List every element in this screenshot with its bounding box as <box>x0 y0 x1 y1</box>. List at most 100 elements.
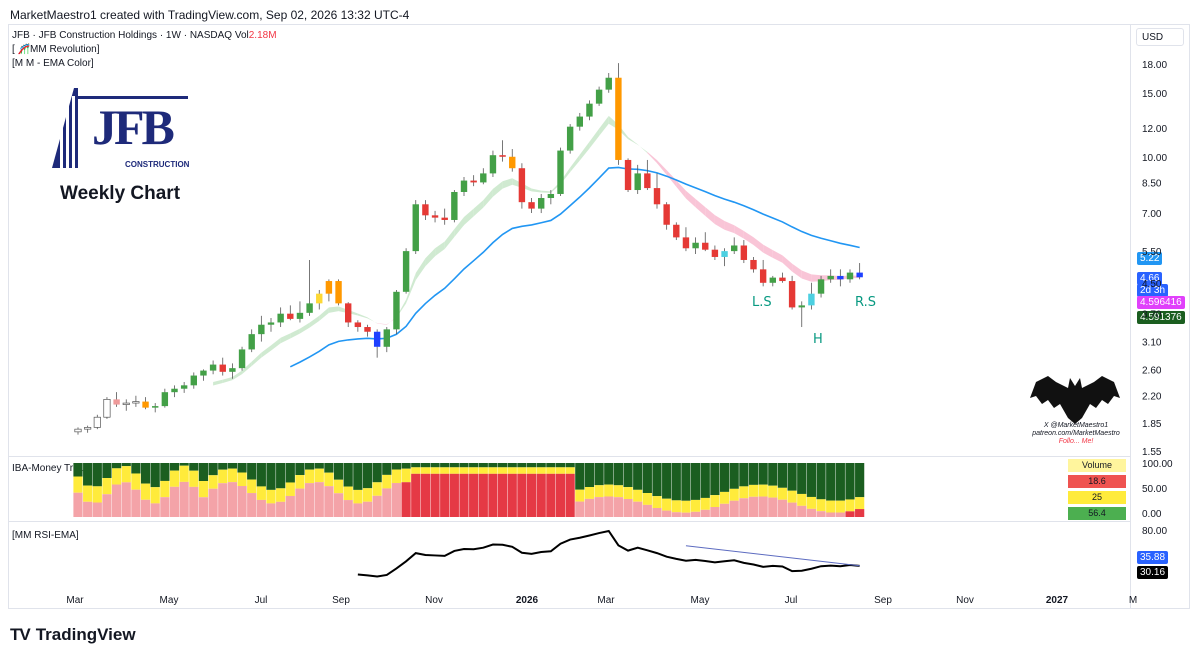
symbol-legend[interactable]: JFB · JFB Construction Holdings · 1W · N… <box>12 30 277 41</box>
mfi-bar-yellow <box>449 467 459 474</box>
mfi-bar-red <box>662 510 672 517</box>
mfi-bar-green <box>362 463 373 489</box>
mfi-bar-yellow <box>131 473 141 490</box>
mfi-bar-green <box>565 463 575 468</box>
ema-ribbon-segment <box>280 333 291 344</box>
mfi-bar-yellow <box>797 493 807 506</box>
candle-body <box>576 116 583 127</box>
ema-ribbon-segment <box>386 316 397 325</box>
mfi-bar-red <box>536 473 546 517</box>
candle-body <box>759 269 767 283</box>
mfi-bar-green <box>266 463 276 490</box>
mfi-bar-yellow <box>855 497 865 510</box>
mfi-bar-green <box>247 463 257 480</box>
candle-body <box>248 334 255 350</box>
watermark-caption: X @MarketMaestro1 patreon.com/MarketMaes… <box>1030 422 1122 446</box>
candle-body <box>586 103 593 117</box>
mfi-pane-title[interactable]: IBA-Money Triflux <box>12 463 91 474</box>
y-tick-label: 10.00 <box>1142 153 1167 164</box>
candle-body <box>846 272 854 280</box>
mfi-tick-50: 50.00 <box>1142 484 1168 495</box>
byline: MarketMaestro1 created with TradingView.… <box>10 8 410 22</box>
mfi-bar-yellow <box>237 472 247 487</box>
candle-body <box>209 364 217 371</box>
mfi-bar-green <box>440 463 450 468</box>
mfi-bar-red <box>633 501 643 517</box>
volume-value: 2.18M <box>248 30 277 41</box>
mfi-bar-red <box>575 501 585 517</box>
mfi-bar-yellow <box>266 489 276 504</box>
mfi-bar-yellow <box>536 467 546 474</box>
ema-ribbon-segment <box>714 215 725 230</box>
indicator-legend-2[interactable]: [M M - EMA Color] <box>12 58 94 69</box>
candle-body <box>682 237 690 249</box>
ema-ribbon-segment <box>425 248 436 267</box>
mfi-bar-yellow <box>420 467 430 474</box>
ema-ribbon-segment <box>772 250 783 263</box>
mfi-bar-green <box>536 463 546 468</box>
candle-body <box>827 275 834 280</box>
mfi-bar-red <box>285 495 295 517</box>
candle-body <box>702 242 709 250</box>
mfi-bar-red <box>671 512 681 517</box>
mfi-bar-green <box>719 463 730 492</box>
currency-selector[interactable]: USD <box>1136 28 1184 46</box>
candle-body <box>152 406 159 408</box>
pane-separator-1[interactable] <box>8 456 1130 457</box>
mfi-bar-yellow <box>247 479 257 494</box>
mfi-bar-green <box>748 463 759 485</box>
ema-ribbon-segment <box>570 154 580 173</box>
ema-ribbon-segment <box>531 188 542 193</box>
x-tick-label: Nov <box>956 595 974 606</box>
mfi-bar-green <box>546 463 556 468</box>
mfi-bar-green <box>353 463 363 490</box>
candle-body <box>731 245 738 252</box>
y-tick-label: 1.85 <box>1142 419 1162 430</box>
price-axis[interactable] <box>1130 24 1190 609</box>
candle-body <box>489 155 497 174</box>
candle-body <box>335 281 342 304</box>
y-tick-label: 1.55 <box>1142 447 1162 458</box>
mfi-bar-red <box>498 473 508 517</box>
mfi-legend-green: 56.4 <box>1068 507 1126 520</box>
mfi-bar-yellow <box>391 469 402 484</box>
mfi-bar-red <box>420 473 430 517</box>
mfi-bar-red <box>517 473 527 517</box>
mfi-bar-yellow <box>623 487 633 499</box>
mfi-bar-green <box>777 463 788 488</box>
mfi-bar-red <box>835 512 845 517</box>
mfi-bar-green <box>131 463 141 474</box>
candle-body <box>238 349 246 369</box>
mfi-bar-red <box>401 482 411 517</box>
y-tick-label: 2.20 <box>1142 392 1162 403</box>
rsi-pane-title[interactable]: [MM RSI-EMA] <box>12 530 79 541</box>
mfi-bar-green <box>488 463 498 468</box>
candle-body <box>509 156 516 169</box>
candle-body <box>817 279 825 294</box>
mfi-bar-green <box>83 463 93 486</box>
candle-body <box>431 215 439 218</box>
mfi-bar-green <box>729 463 739 489</box>
mfi-bar-red <box>652 508 662 517</box>
mfi-bar-green <box>575 463 585 490</box>
mfi-bar-yellow <box>681 500 691 513</box>
x-tick-label: Sep <box>332 595 350 606</box>
pane-separator-2[interactable] <box>8 521 1130 522</box>
mfi-bar-red <box>758 496 768 517</box>
mfi-bar-green <box>372 463 382 483</box>
mfi-bar-red <box>787 502 797 517</box>
mfi-bar-yellow <box>604 484 614 497</box>
mfi-bar-red <box>353 503 363 517</box>
candle-body <box>93 416 101 428</box>
mfi-bar-green <box>411 463 421 468</box>
y-tick-label: 7.00 <box>1142 209 1162 220</box>
candle-body <box>306 303 313 313</box>
mfi-bar-red <box>227 482 237 517</box>
indicator-legend-1[interactable]: [ 🎢MM Revolution] <box>12 44 100 55</box>
tradingview-logo[interactable]: TV TradingView <box>10 625 136 645</box>
mfi-bar-red <box>160 497 170 517</box>
mfi-bar-red <box>507 473 517 517</box>
mfi-bar-green <box>835 463 845 501</box>
mfi-bar-red <box>92 502 102 517</box>
